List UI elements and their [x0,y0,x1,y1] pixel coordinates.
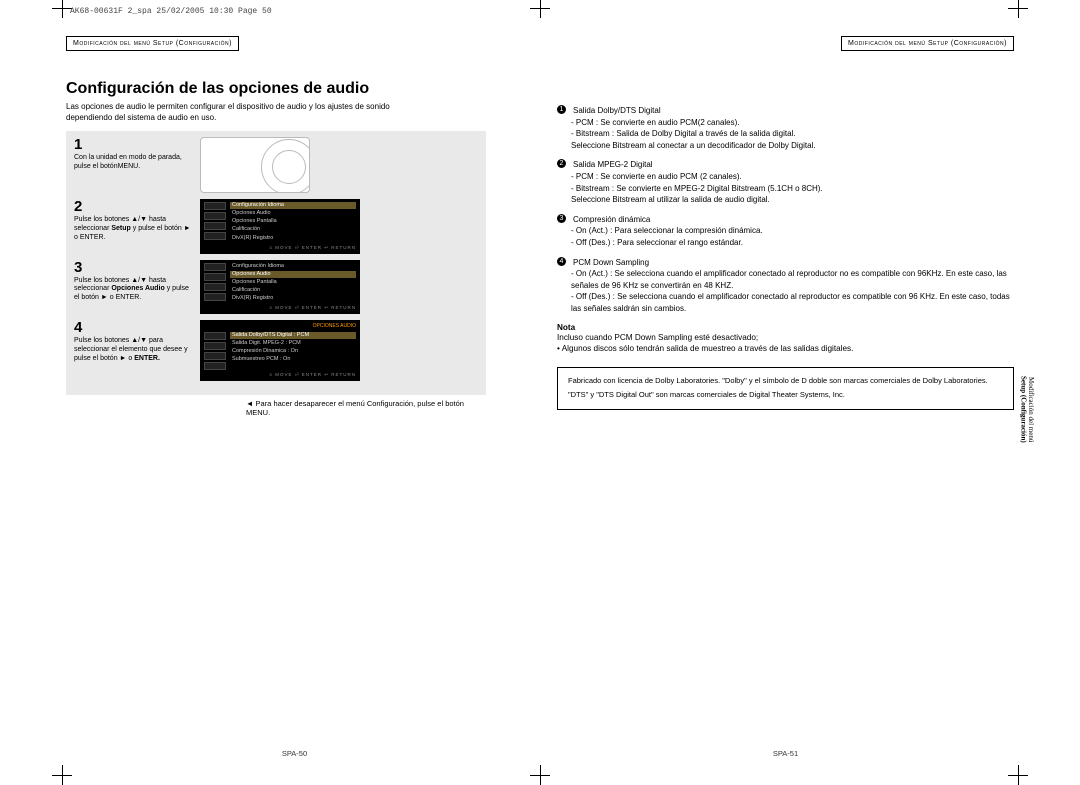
crop-mark [530,0,550,18]
spread: AK68-00631F 2_spa 25/02/2005 10:30 Page … [0,0,1080,783]
crop-mark [530,765,550,785]
tip-text: Para hacer desaparecer el menú Configura… [246,399,466,419]
page-number: SPA-51 [557,749,1014,759]
crop-mark [1008,0,1028,18]
option-2: 2Salida MPEG-2 Digital - PCM : Se convie… [557,159,1014,205]
crop-mark [1008,765,1028,785]
crop-mark [52,765,72,785]
step-2: 2Pulse los botones ▲/▼ hasta seleccionar… [74,199,478,254]
intro-text: Las opciones de audio le permiten config… [66,102,436,123]
step-3: 3Pulse los botones ▲/▼ hasta seleccionar… [74,260,478,315]
page-right: Modificación del menú Setup (Configuraci… [557,36,1014,759]
options-list: 1Salida Dolby/DTS Digital - PCM : Se con… [557,69,1014,315]
pages: Modificación del menú Setup (Configuraci… [0,0,1080,783]
side-tab: Modificación del menú Setup (Configuraci… [1019,376,1034,443]
chapter-bar: Modificación del menú Setup (Configuraci… [841,36,1014,51]
crop-mark [52,0,72,18]
osd-screenshot: OPCIONES AUDIO Salida Dolby/DTS Digital … [200,320,360,380]
page-left: Modificación del menú Setup (Configuraci… [66,36,523,759]
steps-panel: 1Con la unidad en modo de parada, pulse … [66,131,486,394]
option-3: 3Compresión dinámica - On (Act.) : Para … [557,214,1014,249]
nota: Nota Incluso cuando PCM Down Sampling es… [557,323,1014,355]
osd-screenshot: Configuración IdiomaOpciones AudioOpcion… [200,199,360,254]
option-4: 4PCM Down Sampling - On (Act.) : Se sele… [557,257,1014,315]
osd-screenshot: Configuración IdiomaOpciones AudioOpcion… [200,260,360,315]
proof-line: AK68-00631F 2_spa 25/02/2005 10:30 Page … [70,8,272,16]
step-4: 4Pulse los botones ▲/▼ para seleccionar … [74,320,478,380]
step-1: 1Con la unidad en modo de parada, pulse … [74,137,478,193]
remote-illustration [200,137,310,193]
chapter-bar: Modificación del menú Setup (Configuraci… [66,36,239,51]
page-number: SPA-50 [66,749,523,759]
legal-box: Fabricado con licencia de Dolby Laborato… [557,367,1014,410]
option-1: 1Salida Dolby/DTS Digital - PCM : Se con… [557,105,1014,151]
page-title: Configuración de las opciones de audio [66,79,523,98]
